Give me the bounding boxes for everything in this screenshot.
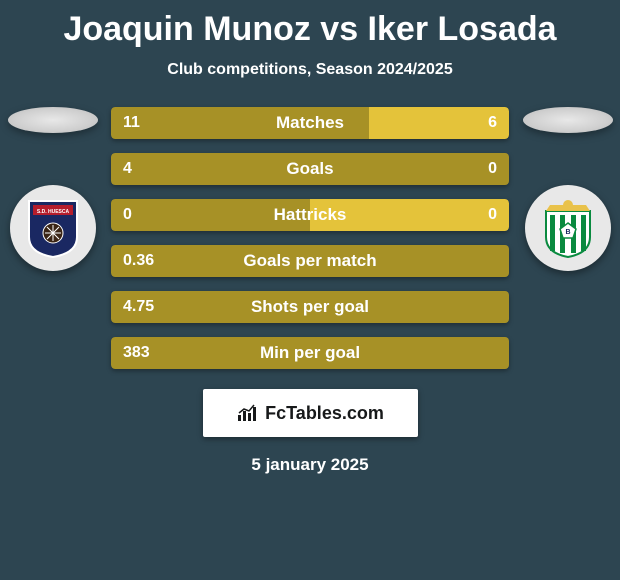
stat-value-left: 4.75 — [123, 291, 154, 323]
stat-value-left: 11 — [123, 107, 140, 139]
left-club-badge: S.D. HUESCA — [10, 185, 96, 271]
svg-text:S.D. HUESCA: S.D. HUESCA — [36, 209, 69, 215]
player-shadow-left — [8, 107, 98, 133]
stat-row: Shots per goal4.75 — [111, 291, 509, 323]
player-shadow-right — [523, 107, 613, 133]
page-title: Joaquin Munoz vs Iker Losada — [63, 10, 556, 49]
right-column: B — [515, 107, 620, 271]
stat-value-left: 0 — [123, 199, 132, 231]
page-subtitle: Club competitions, Season 2024/2025 — [167, 61, 452, 79]
stat-row: Matches116 — [111, 107, 509, 139]
stat-value-left: 383 — [123, 337, 150, 369]
bar-left-fill — [111, 291, 509, 323]
brand-label: FcTables.com — [236, 403, 384, 424]
stat-bars: Matches116Goals40Hattricks00Goals per ma… — [105, 107, 515, 369]
stat-row: Min per goal383 — [111, 337, 509, 369]
stat-value-right: 0 — [488, 153, 497, 185]
brand-box: FcTables.com — [203, 389, 418, 437]
stat-value-right: 6 — [488, 107, 497, 139]
brand-chart-icon — [236, 403, 260, 423]
stat-value-left: 0.36 — [123, 245, 154, 277]
bar-left-fill — [111, 199, 310, 231]
stat-row: Goals per match0.36 — [111, 245, 509, 277]
bar-left-fill — [111, 245, 509, 277]
date-label: 5 january 2025 — [251, 455, 368, 475]
bar-right-fill — [310, 199, 509, 231]
svg-text:B: B — [565, 229, 570, 236]
betis-shield-icon: B — [540, 197, 596, 259]
stat-row: Goals40 — [111, 153, 509, 185]
right-club-badge: B — [525, 185, 611, 271]
bar-left-fill — [111, 153, 509, 185]
bar-left-fill — [111, 107, 369, 139]
stat-value-left: 4 — [123, 153, 132, 185]
bar-left-fill — [111, 337, 509, 369]
comparison-content: S.D. HUESCA Matches116Goals40Hattricks00… — [0, 107, 620, 369]
stat-row: Hattricks00 — [111, 199, 509, 231]
left-column: S.D. HUESCA — [0, 107, 105, 271]
stat-value-right: 0 — [488, 199, 497, 231]
huesca-shield-icon: S.D. HUESCA — [25, 197, 81, 259]
